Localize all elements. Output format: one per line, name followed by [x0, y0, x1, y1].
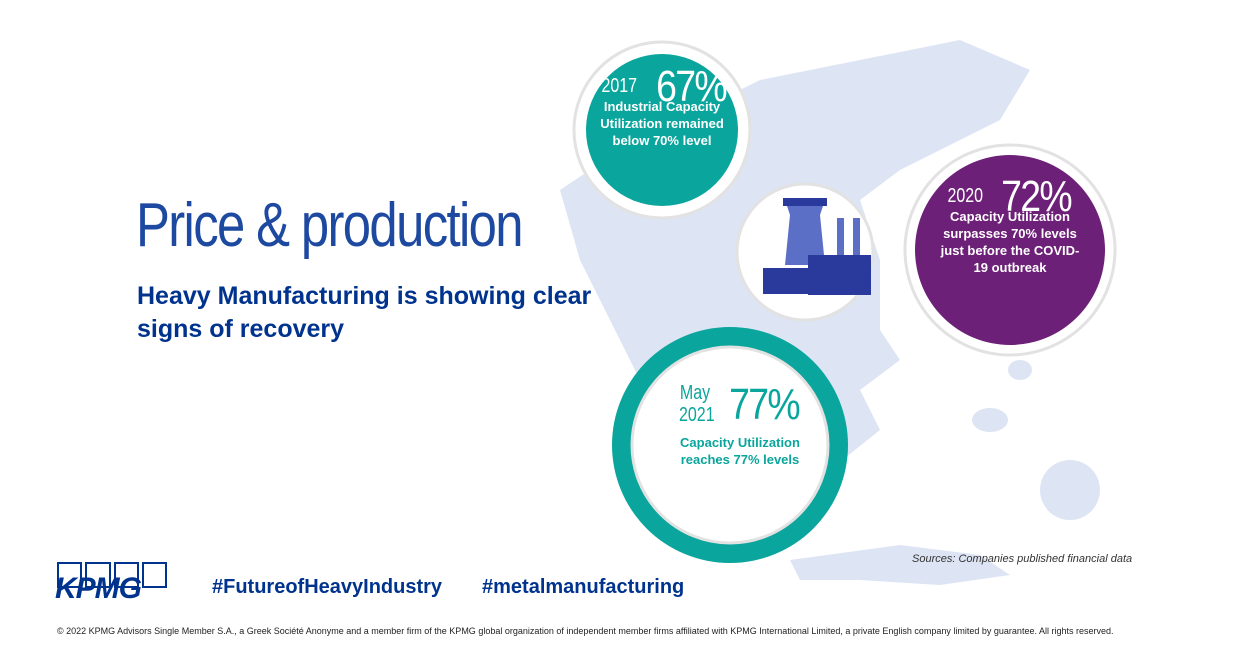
copyright: © 2022 KPMG Advisors Single Member S.A.,…	[57, 626, 1114, 636]
hashtag: #FutureofHeavyIndustry	[212, 576, 443, 598]
stat-period: 2017	[601, 75, 638, 97]
stat: May 2021 77% Capacity Utilization reaches…	[660, 382, 820, 468]
map-island	[1040, 460, 1100, 520]
logo-text: KPMG	[55, 572, 142, 605]
stat-figure: May 2021 77%	[675, 382, 805, 426]
stat-value: 77%	[729, 379, 800, 429]
stat-description: Capacity Utilization surpasses 70% level…	[940, 209, 1080, 275]
building	[808, 255, 871, 295]
stat-figure: 2017 67%	[597, 62, 732, 111]
hashtag: #metalmanufacturing	[482, 576, 685, 598]
logo-box	[57, 562, 83, 588]
stat-description: Capacity Utilization reaches 77% levels	[680, 435, 800, 467]
stat-figure: 2020 72%	[943, 172, 1078, 221]
stat-period: 2020	[947, 185, 983, 207]
logo-boxes	[57, 562, 167, 588]
ring-inner	[630, 345, 830, 545]
logo-box	[113, 562, 139, 588]
stat-value: 72%	[1001, 172, 1072, 221]
map-crete	[790, 545, 1010, 585]
stat-value: 67%	[655, 62, 727, 111]
factory-icon	[763, 198, 871, 295]
source: Sources: Companies published financial d…	[912, 553, 1133, 565]
building	[763, 268, 811, 294]
stat: 2020 72% Capacity Utilization surpasses 7…	[935, 172, 1085, 276]
stat: 2017 67% Industrial Capacity Utilization …	[597, 65, 727, 149]
chimney	[837, 218, 844, 258]
title: Price & production	[136, 191, 524, 260]
logo-box	[141, 562, 167, 588]
chimney	[853, 218, 860, 258]
logo: KPMG	[55, 562, 167, 605]
tower-top	[783, 198, 827, 206]
map-island	[972, 408, 1008, 432]
stat-period: May 2021	[678, 382, 715, 426]
subtitle: Heavy Manufacturing is showing clear sig…	[137, 282, 592, 343]
stat-circle	[586, 54, 738, 206]
map-island	[1008, 360, 1032, 380]
cooling-tower	[785, 200, 825, 265]
stat-description: Industrial Capacity Utilization remained…	[600, 99, 724, 148]
logo-box	[85, 562, 111, 588]
stat-circle	[915, 155, 1105, 345]
